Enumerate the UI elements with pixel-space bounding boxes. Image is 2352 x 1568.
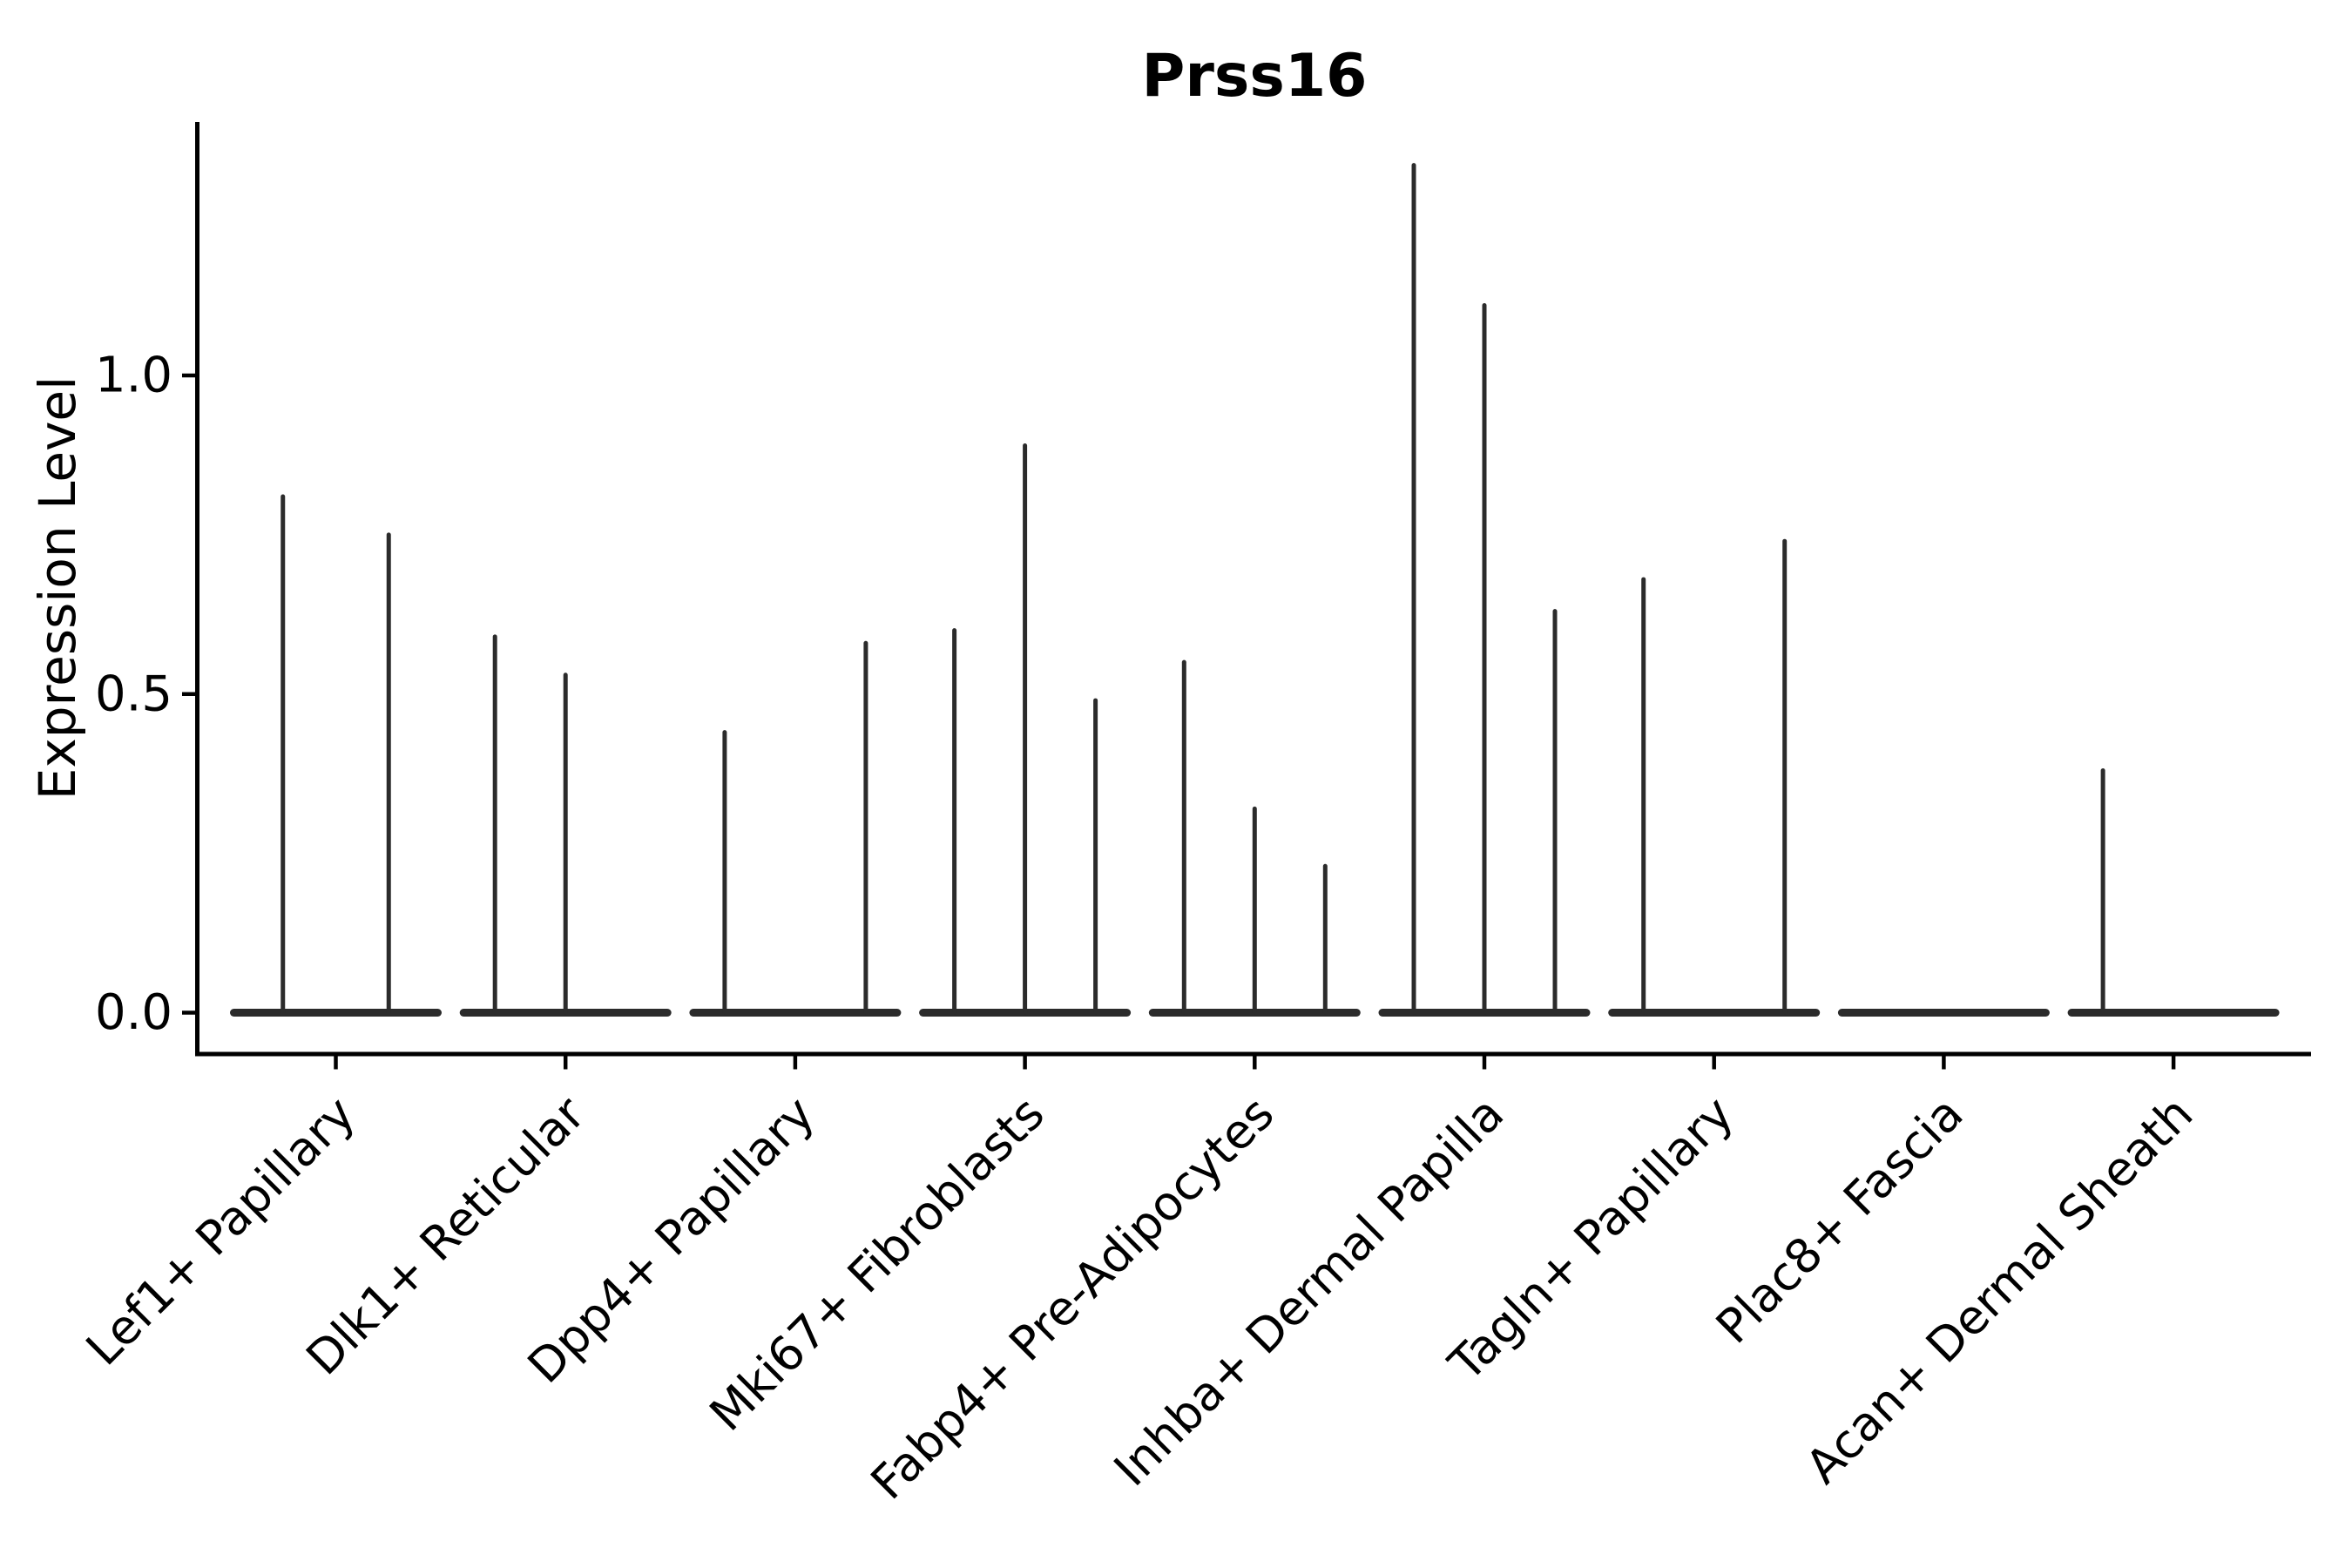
violin-body [230, 1009, 442, 1017]
x-tick-label: Fabp4+ Pre-Adipocytes [861, 1086, 1285, 1511]
y-tick-label: 0.5 [95, 666, 172, 722]
x-tick-label: Inhba+ Dermal Papilla [1104, 1086, 1514, 1497]
y-tick-label: 1.0 [95, 348, 172, 404]
violin-body [2067, 1009, 2280, 1017]
violin-body [1608, 1009, 1821, 1017]
x-tick-label: Plac8+ Fascia [1706, 1086, 1974, 1355]
chart-title: Prss16 [1142, 42, 1368, 111]
y-axis-label: Expression Level [28, 376, 87, 800]
violin-body [1837, 1009, 2050, 1017]
y-tick-label: 0.0 [95, 984, 172, 1041]
x-tick-label: Acan+ Dermal Sheath [1795, 1086, 2203, 1494]
violin-body [689, 1009, 902, 1017]
